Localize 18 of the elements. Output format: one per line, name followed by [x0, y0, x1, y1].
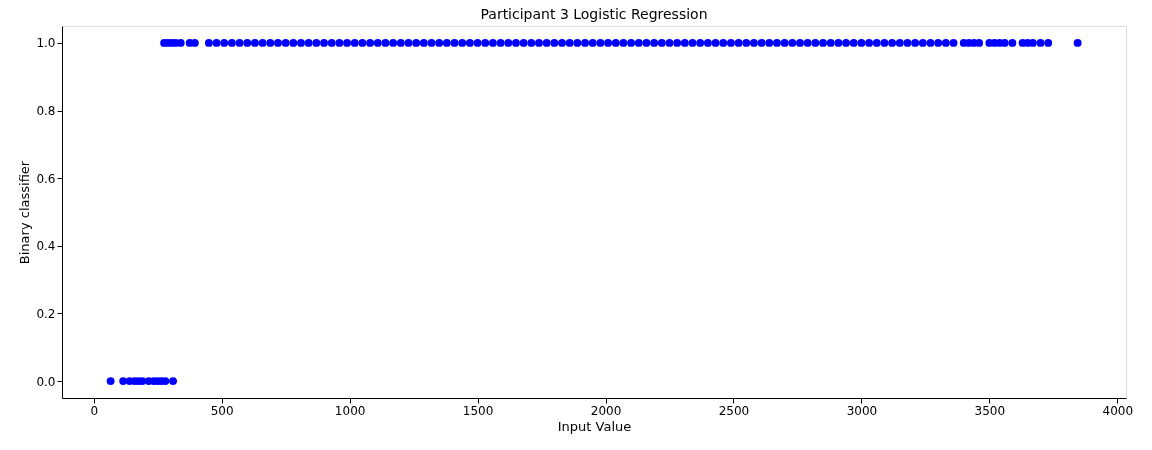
- x-tick-label: 2500: [718, 403, 750, 418]
- x-tick-label: 1500: [462, 403, 494, 418]
- chart-title: Participant 3 Logistic Regression: [480, 6, 708, 22]
- y-tick-label: 0.6: [36, 171, 56, 186]
- x-tick-label: 3000: [846, 403, 878, 418]
- y-tick-label: 1.0: [36, 36, 56, 51]
- x-tick-label: 0: [90, 403, 99, 418]
- x-tick-label: 3500: [974, 403, 1006, 418]
- y-tick-label: 0.0: [36, 374, 56, 389]
- x-tick-label: 2000: [590, 403, 622, 418]
- x-tick-label: 500: [210, 403, 234, 418]
- x-axis-title: Input Value: [557, 418, 632, 434]
- y-axis-title: Binary classifier: [17, 160, 33, 265]
- y-tick-label: 0.2: [36, 306, 56, 321]
- y-tick-label: 0.8: [36, 104, 56, 119]
- x-tick-label: 4000: [1102, 403, 1134, 418]
- x-tick-label: 1000: [334, 403, 366, 418]
- y-tick-label: 0.4: [36, 239, 56, 254]
